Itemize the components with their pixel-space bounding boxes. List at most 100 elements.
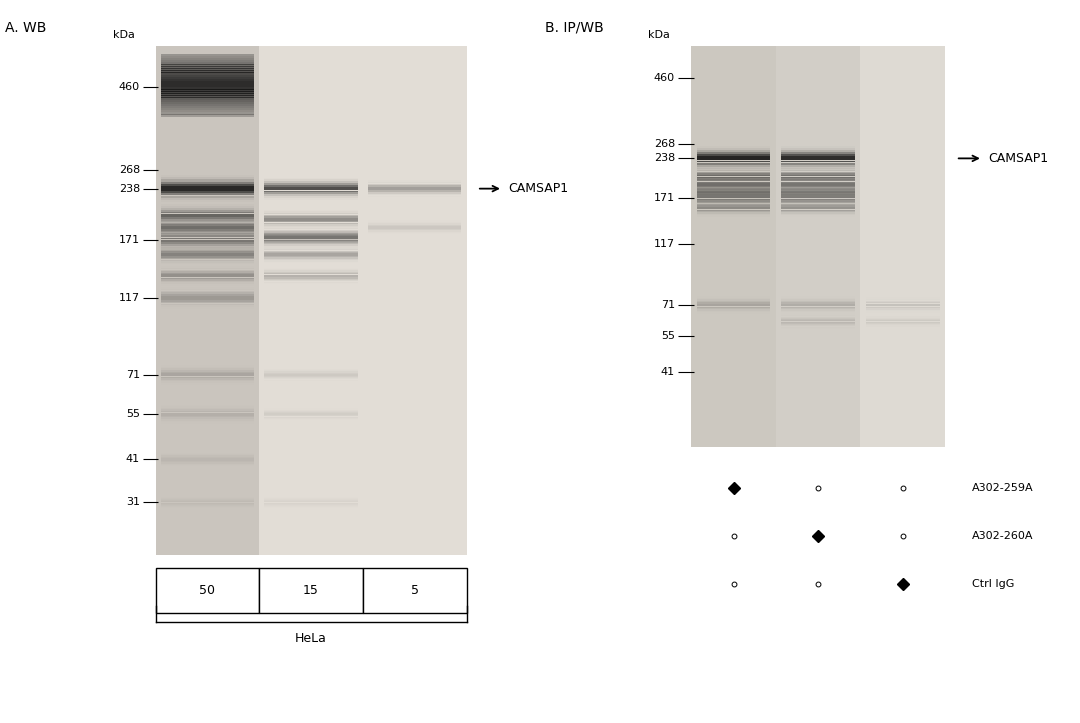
Bar [781,183,855,184]
Bar [161,81,254,83]
Bar [265,508,357,510]
Bar [697,202,770,203]
Bar [697,195,770,197]
Bar [697,309,770,311]
Bar [697,195,770,197]
Bar [697,178,770,180]
Bar [781,298,855,299]
Bar [866,301,940,302]
Bar [781,176,855,177]
Bar [161,300,254,301]
Bar [265,234,357,236]
Bar [161,208,254,210]
Bar [161,307,254,309]
Bar [781,184,855,185]
Bar [265,238,357,239]
Text: 41: 41 [661,367,675,377]
Bar [161,98,254,100]
Bar [161,502,254,504]
Bar [161,408,254,409]
Bar [161,221,254,223]
Bar [156,46,467,555]
Bar [161,229,254,231]
Bar [161,252,254,253]
Bar [161,501,254,502]
Text: 50: 50 [200,583,215,596]
Bar [265,259,357,260]
Bar [265,416,357,418]
Bar [161,373,254,375]
Bar [265,194,357,196]
Bar [161,248,254,249]
Bar [866,307,940,308]
Bar [697,210,770,211]
Bar [781,192,855,193]
Bar [781,165,855,166]
Bar [161,234,254,236]
Bar [781,318,855,319]
Bar [781,170,855,171]
Bar [265,269,357,270]
Bar [161,411,254,413]
Bar [781,191,855,192]
Bar [161,56,254,59]
Bar [161,453,254,454]
Bar [161,288,254,291]
Bar [697,312,770,314]
Bar [161,79,254,81]
Bar [781,189,855,190]
Bar [781,302,855,304]
Bar [161,238,254,239]
Bar [161,231,254,232]
Bar [161,369,254,370]
Bar [866,308,940,309]
Bar [161,193,254,195]
Bar [161,184,254,187]
Bar [265,244,357,246]
Bar [161,287,254,288]
Bar [697,190,770,192]
Bar [161,87,254,90]
Bar [697,208,770,210]
Bar [781,207,855,208]
Bar [697,190,770,192]
Bar [697,181,770,183]
Text: A. WB: A. WB [5,21,46,35]
Bar [781,211,855,213]
Bar [781,153,855,154]
Bar [161,263,254,265]
Bar [161,62,254,64]
Bar [781,186,855,187]
Bar [265,236,357,238]
Bar [781,180,855,181]
Bar [161,382,254,383]
Bar [697,156,770,158]
Bar [781,320,855,322]
Bar [781,324,855,325]
Bar [156,568,259,612]
Bar [368,221,461,222]
Bar [697,146,770,148]
Bar [781,184,855,186]
Bar [781,202,855,204]
Bar [161,461,254,462]
Bar [697,197,770,198]
Bar [697,198,770,200]
Bar [265,408,357,409]
Bar [866,320,940,322]
Bar [781,187,855,188]
Text: 268: 268 [119,166,140,176]
Bar [697,296,770,298]
Bar [697,154,770,156]
Bar [161,213,254,215]
Bar [866,322,940,324]
Text: 31: 31 [126,497,140,508]
Bar [781,305,855,307]
Bar [161,414,254,416]
Bar [161,179,254,181]
Bar [866,304,940,305]
Bar [265,419,357,420]
Bar [697,207,770,208]
Bar [781,198,855,200]
Bar [691,46,945,447]
